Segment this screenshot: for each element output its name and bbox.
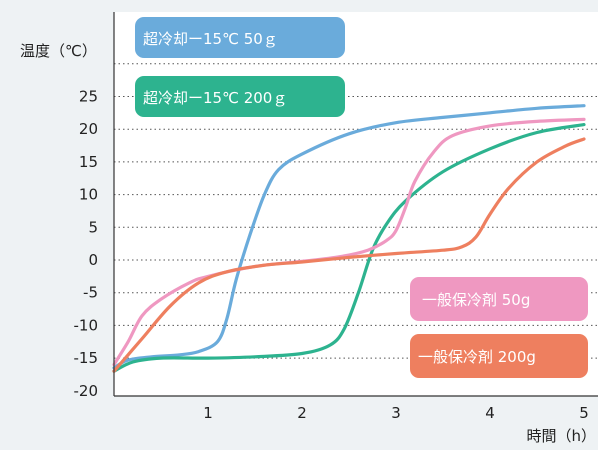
legend-super-cool-50g: 超冷却ー15℃ 50ｇ: [135, 17, 345, 58]
y-axis-title: 温度（℃）: [20, 42, 97, 60]
legend-super-cool-200g-label: 超冷却ー15℃ 200ｇ: [143, 89, 287, 107]
legend-general-200g-box: [410, 334, 588, 378]
series-line-general-200g: [112, 137, 586, 373]
legend-super-cool-50g-label: 超冷却ー15℃ 50ｇ: [143, 30, 278, 48]
series-line-general-50g: [112, 117, 586, 367]
x-tick-label: 2: [297, 404, 307, 422]
y-tick-label: 25: [79, 88, 98, 106]
legend-general-50g: 一般保冷剤 50g: [410, 277, 588, 321]
legend-general-50g-box: [410, 277, 588, 321]
y-tick-label: 5: [88, 218, 98, 236]
legend-general-200g: 一般保冷剤 200g: [410, 334, 588, 378]
x-tick-labels: 1 2 3 4 5: [203, 404, 589, 422]
y-tick-label: -15: [74, 349, 99, 367]
y-tick-label: 15: [79, 153, 98, 171]
legend-super-cool-50g-box: [135, 17, 345, 58]
y-tick-label: 10: [79, 186, 98, 204]
legend-super-cool-200g-box: [135, 76, 345, 117]
y-tick-label: -5: [83, 284, 98, 302]
legend-general-50g-label: 一般保冷剤 50g: [422, 291, 530, 309]
y-tick-labels: 25 20 15 10 5 0 -5 -10 -15 -20: [74, 88, 99, 400]
y-tick-label: 0: [88, 251, 98, 269]
y-tick-label: -10: [74, 316, 99, 334]
series-line-super-cool-200g: [112, 123, 586, 373]
x-tick-label: 3: [391, 404, 401, 422]
series-line-super-cool-50g: [112, 104, 586, 370]
series-group: [112, 104, 586, 373]
x-axis-title: 時間（h）: [526, 427, 596, 445]
legend-super-cool-200g: 超冷却ー15℃ 200ｇ: [135, 76, 345, 117]
legend-general-200g-label: 一般保冷剤 200g: [418, 348, 536, 366]
y-tick-label: -20: [74, 382, 99, 400]
x-tick-label: 5: [579, 404, 589, 422]
x-tick-label: 4: [485, 404, 495, 422]
x-tick-label: 1: [203, 404, 213, 422]
y-tick-label: 20: [79, 120, 98, 138]
